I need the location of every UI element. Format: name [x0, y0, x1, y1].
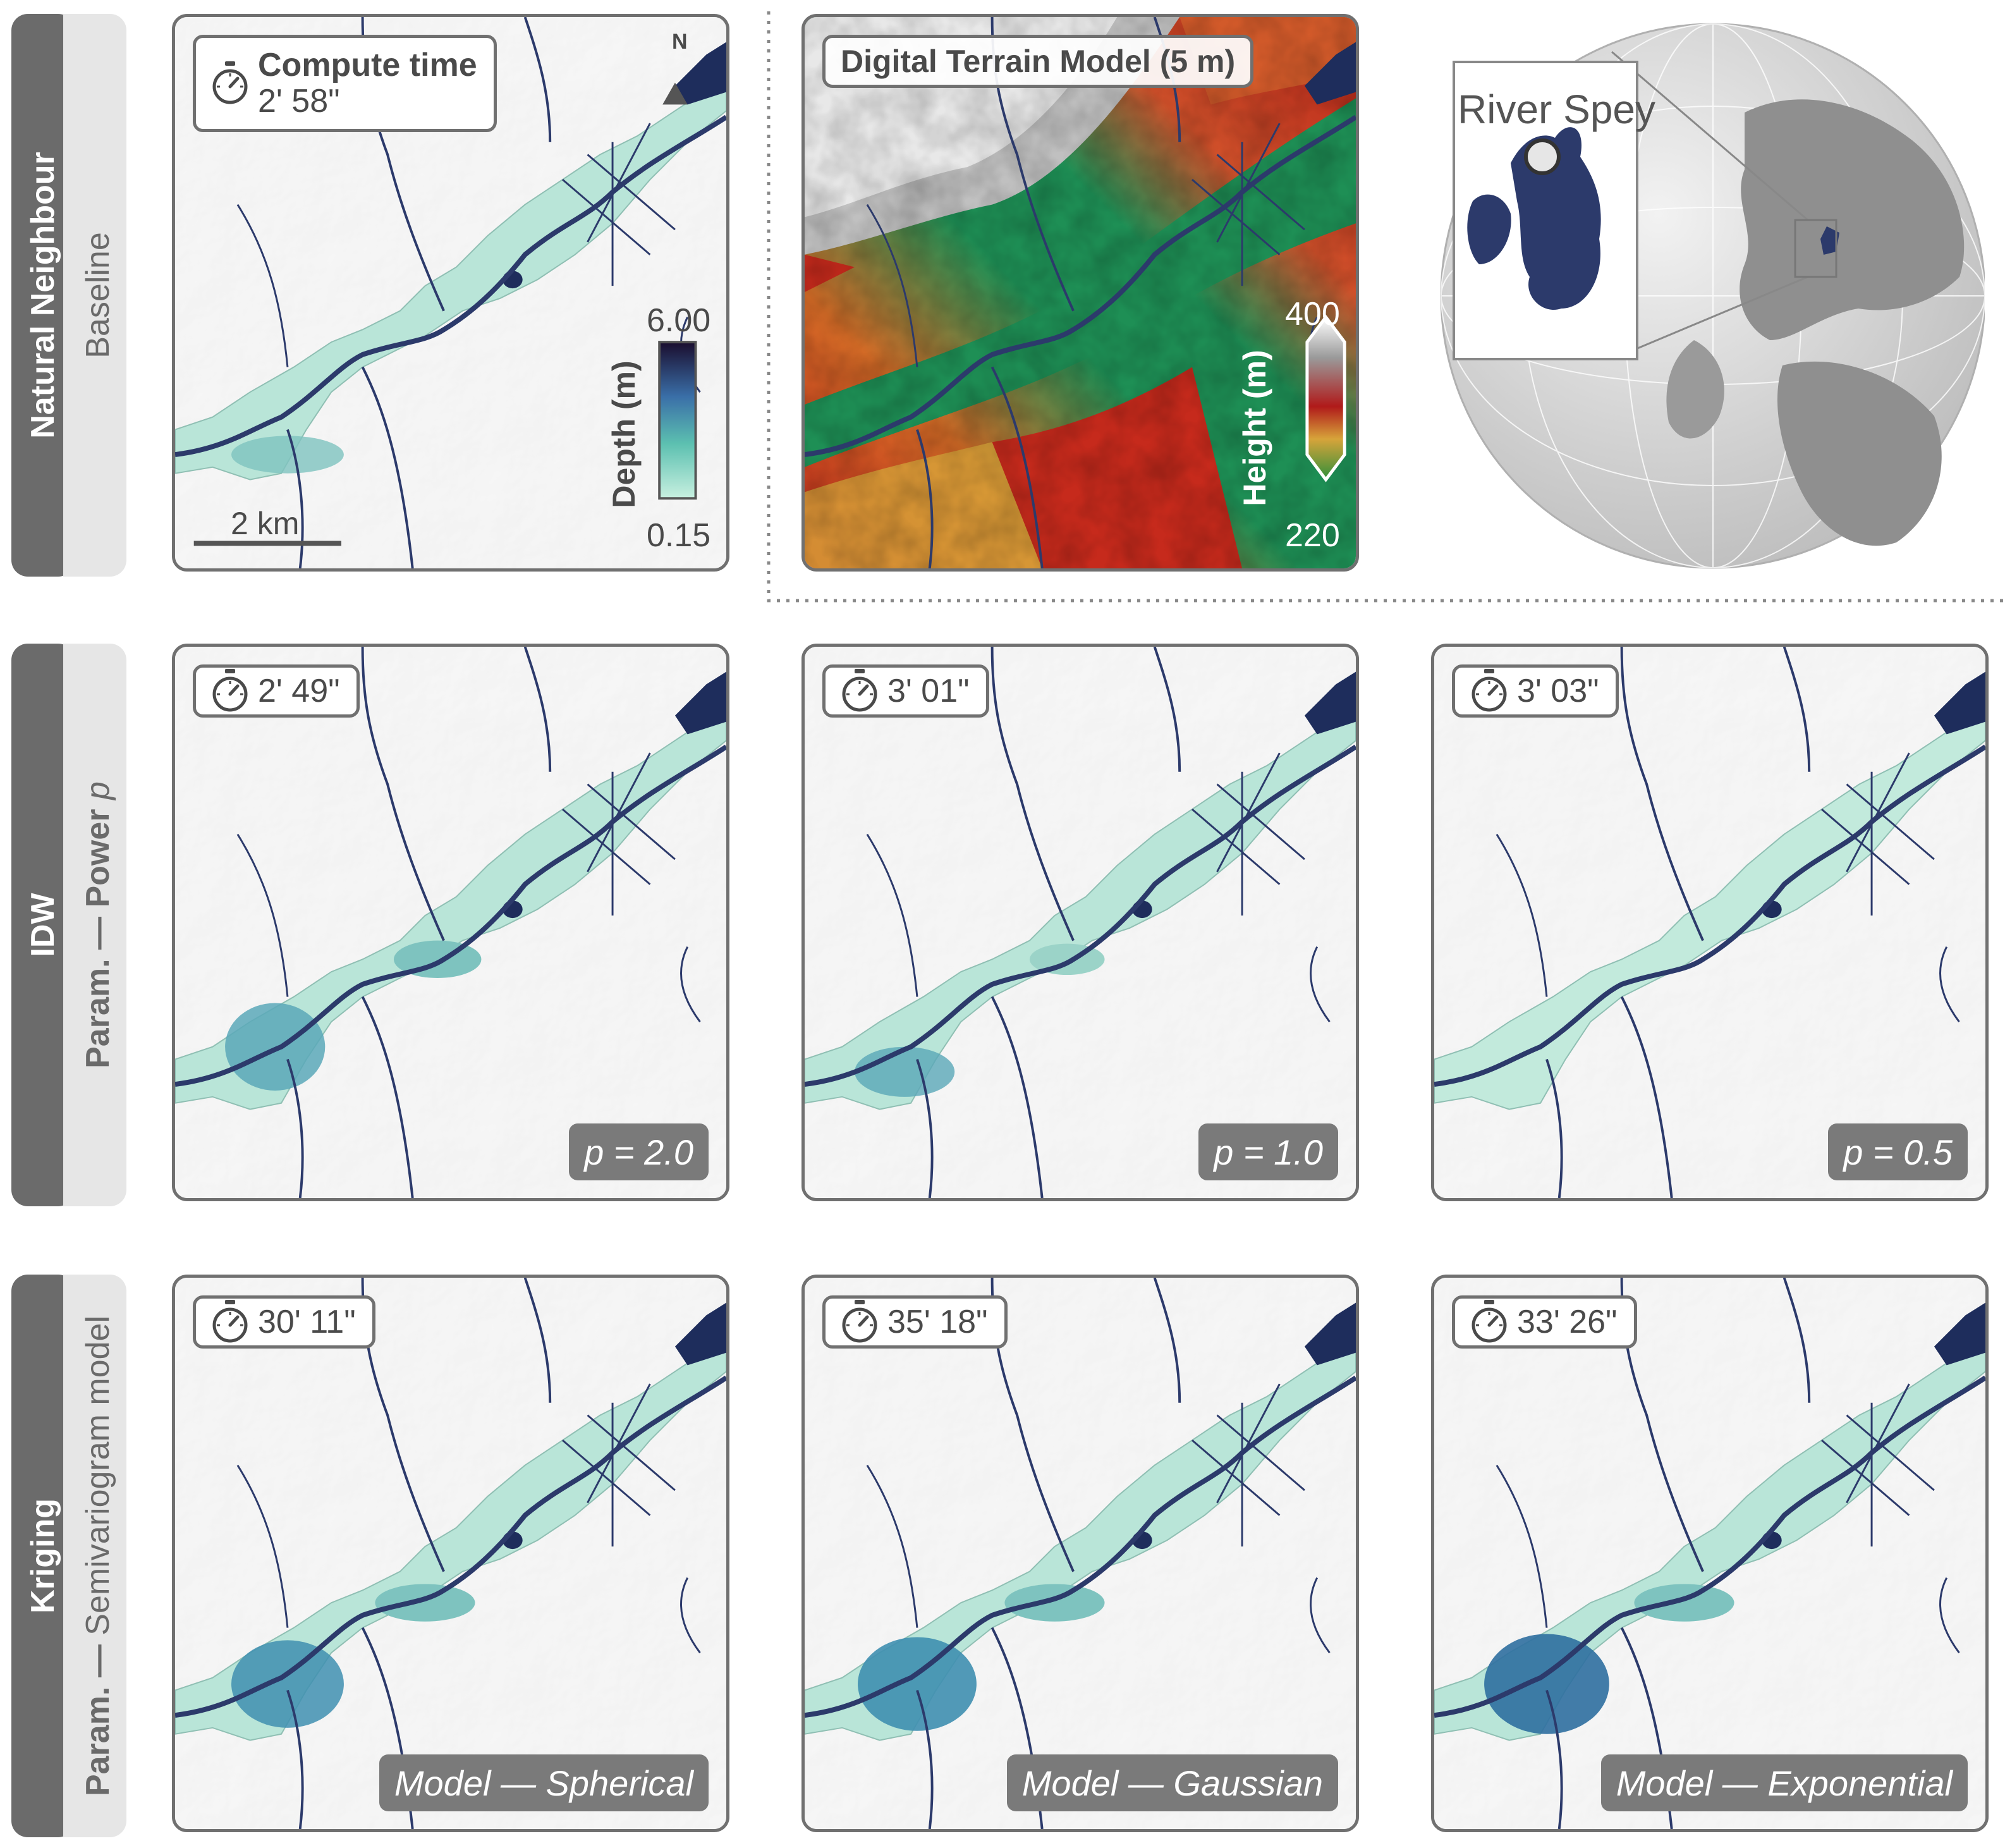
- stopwatch-icon: [211, 669, 249, 713]
- row-sublabel-baseline: Baseline: [63, 14, 126, 577]
- row-subtitle-prefix: Param. — Power: [80, 800, 116, 1068]
- compute-time-value: 30' 11": [258, 1304, 356, 1340]
- compute-time-box: 33' 26": [1452, 1295, 1637, 1349]
- height-legend-max: 400: [1285, 296, 1340, 333]
- compute-time-value: 2' 49": [258, 673, 340, 709]
- map-panel-kriging-exponential: 33' 26" Model — Exponential: [1431, 1275, 1989, 1832]
- river-spey-marker-icon: [1524, 138, 1561, 175]
- height-legend-title: Height (m): [1237, 350, 1272, 506]
- parameter-badge: p = 1.0: [1198, 1123, 1338, 1180]
- flood-map: [1434, 647, 1985, 1198]
- row-sublabel-idw: Param. — Power p: [63, 644, 126, 1206]
- row-method-name: Natural Neighbour: [25, 152, 61, 439]
- depth-legend-title: Depth (m): [606, 360, 642, 508]
- depth-legend-min: 0.15: [647, 517, 711, 554]
- dotted-separator: [767, 11, 2005, 603]
- row-subtitle-param: p: [80, 781, 116, 800]
- map-panel-idw-p05: 3' 03" p = 0.5: [1431, 644, 1989, 1201]
- map-panel-idw-p2: 2' 49" p = 2.0: [172, 644, 729, 1201]
- compute-time-box: 30' 11": [193, 1295, 375, 1349]
- compute-time-title: Compute time: [258, 46, 477, 83]
- row-method-name: IDW: [25, 893, 61, 957]
- compute-time-box: Compute time 2' 58": [193, 35, 497, 132]
- depth-legend-max: 6.00: [647, 302, 711, 339]
- row-subtitle-param: Semivariogram model: [80, 1315, 116, 1636]
- flood-map: [175, 647, 726, 1198]
- stopwatch-icon: [841, 669, 879, 713]
- compute-time-value: 3' 03": [1517, 673, 1599, 709]
- globe-map: [1440, 23, 1986, 569]
- flood-map: [1434, 1278, 1985, 1829]
- row-subtitle: Param. — Power p: [80, 781, 116, 1068]
- scale-bar-label: 2 km: [231, 506, 300, 541]
- inset-label: River Spey: [1458, 87, 1655, 132]
- flood-map: [805, 647, 1356, 1198]
- row-subtitle-prefix: Param. —: [80, 1635, 116, 1797]
- compute-time-box: 2' 49": [193, 664, 360, 718]
- map-panel-idw-p1: 3' 01" p = 1.0: [801, 644, 1359, 1201]
- north-arrow-icon: [662, 82, 688, 105]
- map-panel-dtm: Digital Terrain Model (5 m) 400 220 Heig…: [801, 14, 1359, 572]
- flood-map: [805, 1278, 1356, 1829]
- row-sublabel-kriging: Param. — Semivariogram model: [63, 1275, 126, 1837]
- stopwatch-icon: [211, 1300, 249, 1344]
- row-subtitle: Baseline: [80, 232, 116, 358]
- compute-time-box: 3' 01": [822, 664, 989, 718]
- compute-time-value: 33' 26": [1517, 1304, 1618, 1340]
- compute-time-value: 2' 58": [258, 83, 340, 119]
- parameter-badge: p = 0.5: [1828, 1123, 1968, 1180]
- stopwatch-icon: [1470, 669, 1508, 713]
- depth-colorbar: [658, 341, 697, 500]
- height-legend-min: 220: [1285, 517, 1340, 554]
- map-panel-kriging-gaussian: 35' 18" Model — Gaussian: [801, 1275, 1359, 1832]
- height-colorbar: [1305, 314, 1346, 482]
- dtm-title: Digital Terrain Model (5 m): [822, 35, 1254, 88]
- stopwatch-icon: [841, 1300, 879, 1344]
- flood-map: [175, 1278, 726, 1829]
- terrain-map: [805, 17, 1356, 568]
- compute-time-box: 3' 03": [1452, 664, 1619, 718]
- compute-time-value: 3' 01": [887, 673, 970, 709]
- row-method-name: Kriging: [25, 1498, 61, 1613]
- stopwatch-icon: [211, 61, 249, 106]
- scale-bar: [193, 541, 341, 546]
- map-panel-kriging-spherical: 30' 11" Model — Spherical: [172, 1275, 729, 1832]
- compute-time-box: 35' 18": [822, 1295, 1008, 1349]
- parameter-badge: Model — Gaussian: [1006, 1754, 1338, 1811]
- row-subtitle: Param. — Semivariogram model: [80, 1315, 116, 1797]
- stopwatch-icon: [1470, 1300, 1508, 1344]
- north-label: N: [672, 30, 688, 54]
- parameter-badge: Model — Spherical: [379, 1754, 709, 1811]
- compute-time-value: 35' 18": [887, 1304, 988, 1340]
- parameter-badge: p = 2.0: [569, 1123, 709, 1180]
- location-globe: River Spey: [1416, 11, 1986, 580]
- map-panel-baseline: Compute time 2' 58" N 2 km 6.00 0.15 Dep…: [172, 14, 729, 572]
- parameter-badge: Model — Exponential: [1600, 1754, 1968, 1811]
